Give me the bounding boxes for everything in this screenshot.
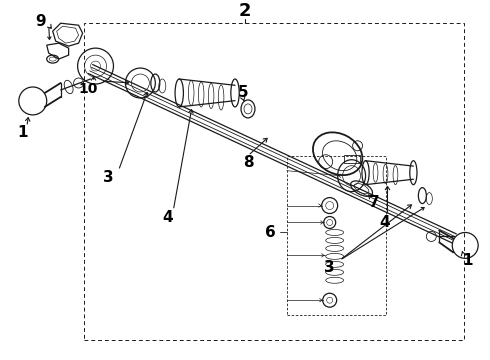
Text: 3: 3: [324, 260, 335, 275]
Text: 5: 5: [238, 85, 248, 100]
Text: 8: 8: [243, 155, 253, 170]
Text: 10: 10: [79, 82, 98, 96]
Text: 1: 1: [18, 125, 28, 140]
Text: 9: 9: [35, 14, 46, 29]
Bar: [84, 23, 464, 340]
Text: 4: 4: [162, 210, 172, 225]
Text: 3: 3: [103, 170, 114, 185]
Bar: [287, 156, 387, 315]
Text: 1: 1: [462, 253, 472, 268]
Text: 6: 6: [265, 225, 275, 240]
Text: 7: 7: [369, 195, 380, 210]
Text: 4: 4: [379, 215, 390, 230]
Text: 2: 2: [239, 2, 251, 20]
Bar: [343, 155, 360, 163]
